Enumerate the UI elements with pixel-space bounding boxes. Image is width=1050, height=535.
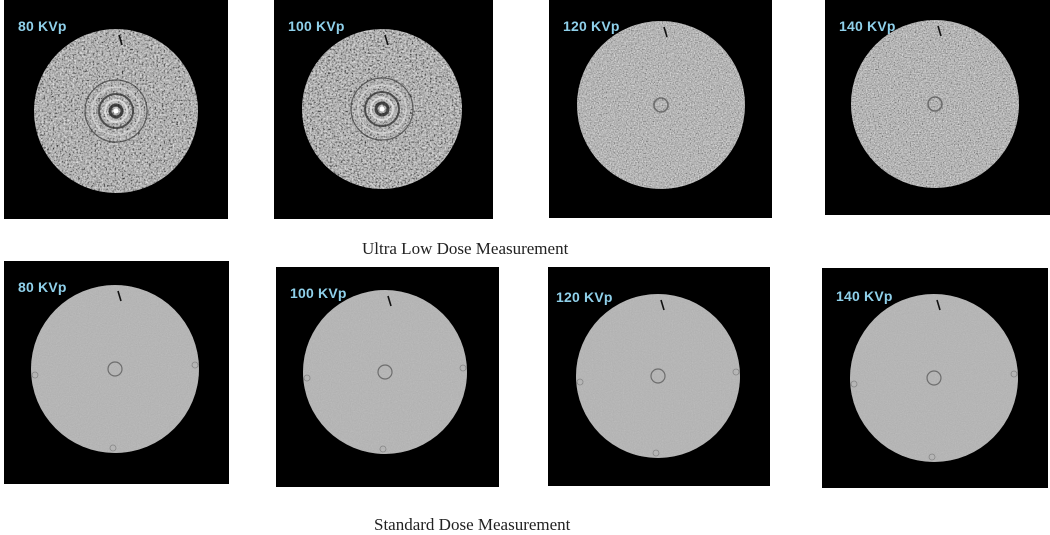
- ct-scan-panel-standard-120: 120 KVp: [548, 267, 770, 486]
- phantom-image: [577, 21, 745, 189]
- kvp-label: 100 KVp: [290, 285, 347, 301]
- kvp-label: 80 KVp: [18, 18, 67, 34]
- kvp-label: 140 KVp: [839, 18, 896, 34]
- row-caption-standard-dose: Standard Dose Measurement: [374, 515, 571, 534]
- ct-scan-panel-ultra-100: 100 KVp: [274, 0, 493, 219]
- phantom-image: [576, 294, 740, 458]
- phantom-image: [34, 29, 198, 193]
- phantom-image: [303, 290, 467, 454]
- phantom-image: [302, 29, 462, 189]
- row-caption-ultra-low-dose: Ultra Low Dose Measurement: [362, 239, 569, 258]
- phantom-image: [851, 20, 1019, 188]
- kvp-label: 80 KVp: [18, 279, 67, 295]
- phantom-image: [850, 294, 1018, 462]
- kvp-label: 140 KVp: [836, 288, 893, 304]
- kvp-label: 120 KVp: [563, 18, 620, 34]
- phantom-image: [31, 285, 199, 453]
- kvp-label: 120 KVp: [556, 289, 613, 305]
- kvp-label: 100 KVp: [288, 18, 345, 34]
- ct-scan-panel-ultra-80: 80 KVp: [4, 0, 228, 219]
- ct-scan-panel-standard-100: 100 KVp: [276, 267, 499, 487]
- ct-scan-panel-standard-80: 80 KVp: [4, 261, 229, 484]
- ct-scan-panel-ultra-140: 140 KVp: [825, 0, 1050, 215]
- ct-scan-panel-ultra-120: 120 KVp: [549, 0, 772, 218]
- ct-scan-panel-standard-140: 140 KVp: [822, 268, 1048, 488]
